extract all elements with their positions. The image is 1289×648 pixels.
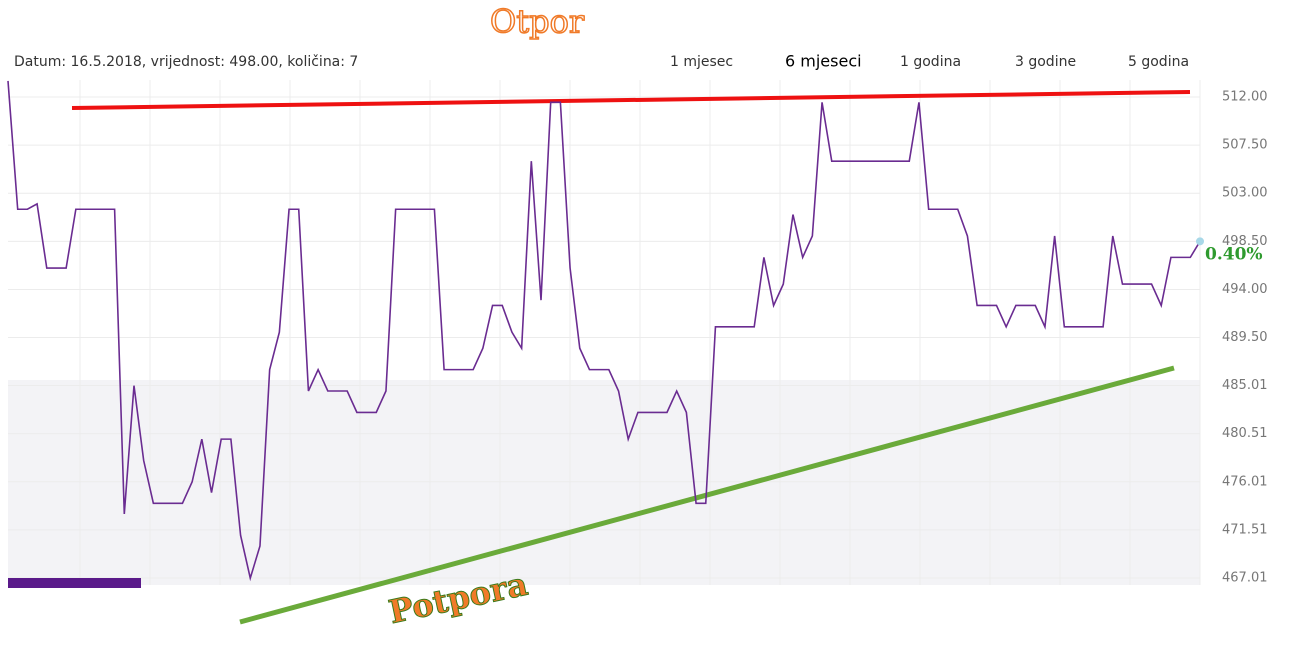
y-tick-label: 476.01 xyxy=(1222,474,1268,489)
y-tick-label: 498.50 xyxy=(1222,234,1268,249)
annotation: Otpor xyxy=(490,3,585,41)
last-point xyxy=(1196,237,1204,246)
range-button[interactable]: 1 godina xyxy=(900,54,961,70)
range-button[interactable]: 6 mjeseci xyxy=(785,52,862,71)
y-tick-label: 467.01 xyxy=(1222,571,1268,586)
y-tick-label: 485.01 xyxy=(1222,378,1268,393)
v-grid xyxy=(79,80,1201,585)
resistance-line xyxy=(71,90,1191,110)
price-line xyxy=(7,80,1201,582)
y-tick-label: 480.51 xyxy=(1222,426,1268,441)
range-button[interactable]: 3 godine xyxy=(1015,54,1076,70)
header: Datum: 16.5.2018, vrijednost: 498.00, ko… xyxy=(14,54,358,70)
y-tick-label: 512.00 xyxy=(1222,90,1268,105)
scroll-thumb[interactable] xyxy=(8,578,141,588)
y-tick-label: 471.51 xyxy=(1222,522,1268,537)
y-tick-label: 503.00 xyxy=(1222,186,1268,201)
range-button[interactable]: 1 mjesec xyxy=(670,54,733,70)
y-tick-label: 489.50 xyxy=(1222,330,1268,345)
y-tick-label: 507.50 xyxy=(1222,138,1268,153)
y-tick-label: 494.00 xyxy=(1222,282,1268,297)
change-label: 0.40% xyxy=(1205,245,1263,265)
range-button[interactable]: 5 godina xyxy=(1128,54,1189,70)
